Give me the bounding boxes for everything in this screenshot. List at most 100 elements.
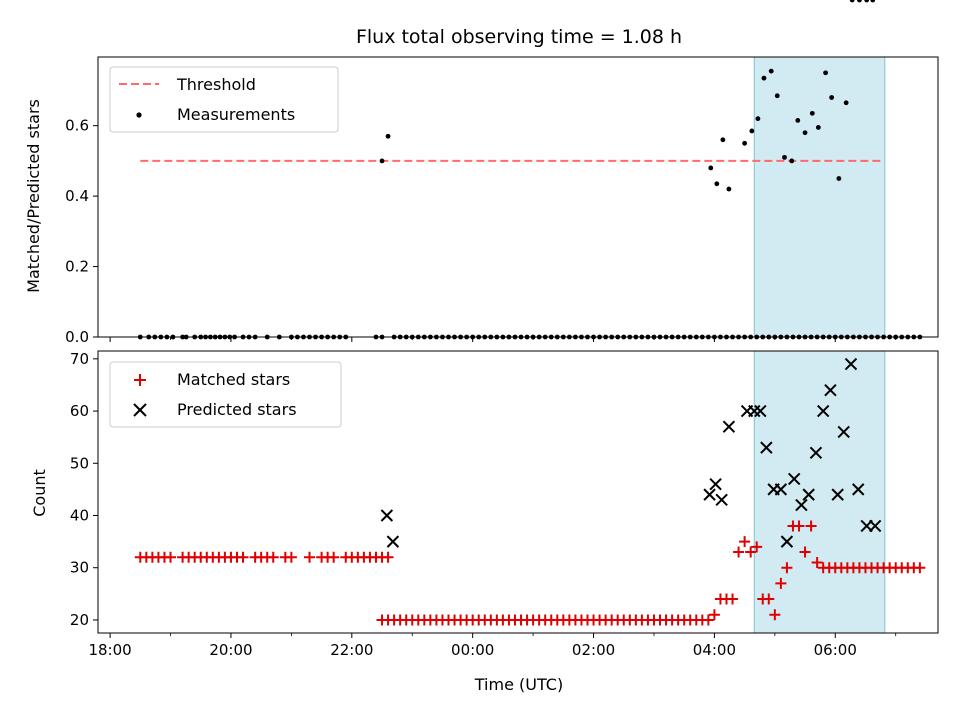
y-tick-label: 0.0	[65, 328, 89, 346]
predicted-star-point	[703, 488, 716, 501]
matched-star-point	[805, 520, 817, 532]
measurement-legend-swatch	[136, 112, 142, 118]
measurement-point	[761, 75, 767, 81]
matched-star-point	[165, 551, 177, 563]
matched-star-point	[763, 593, 775, 605]
matched-legend-label: Matched stars	[177, 370, 290, 389]
y-tick-label: 40	[70, 507, 89, 525]
predicted-star-point	[809, 446, 823, 460]
predicted-star-point	[802, 488, 815, 501]
matched-star-point	[745, 546, 757, 558]
ratio-shaded-interval	[753, 56, 886, 338]
matched-star-point	[702, 614, 714, 626]
measurement-point	[795, 117, 801, 123]
measurement-point	[843, 100, 849, 106]
measurement-point	[714, 181, 720, 187]
predicted-star-point	[795, 498, 808, 512]
matched-star-point	[285, 551, 297, 563]
measurement-point	[802, 130, 808, 136]
ratio-y-ticks: 0.0 0.2 0.4 0.6	[65, 117, 98, 346]
measurement-point	[782, 154, 787, 160]
x-axis-label: Time (UTC)	[474, 675, 563, 694]
predicted-star-point	[754, 404, 767, 418]
predicted-star-point	[386, 535, 400, 548]
count-shaded-interval	[753, 350, 886, 634]
y-tick-label: 30	[70, 559, 89, 577]
measurement-point	[864, 0, 870, 3]
count-legend-box	[109, 361, 342, 428]
predicted-star-point	[787, 472, 801, 486]
measurement-point	[829, 95, 835, 100]
predicted-star-point	[715, 493, 728, 507]
count-y-axis-label: Count	[30, 469, 49, 517]
x-tick-label: 06:00	[814, 641, 857, 659]
predicted-star-point	[780, 535, 794, 548]
measurement-point	[836, 176, 842, 181]
matched-star-point	[733, 546, 745, 558]
predicted-legend-swatch-b	[133, 403, 147, 417]
threshold-legend-label: Threshold	[176, 75, 256, 94]
count-x-ticks: 18:00 20:00 22:00 00:00 02:00 04:00 06:00	[88, 633, 897, 659]
matched-star-point	[799, 546, 811, 558]
x-tick-label: 04:00	[693, 641, 736, 659]
predicted-star-point	[852, 483, 865, 496]
measurement-point	[385, 133, 391, 139]
measurement-point	[742, 140, 748, 146]
count-y-ticks: 20 30 40 50 60 70	[70, 350, 98, 629]
matched-star-point	[781, 562, 793, 574]
matched-star-point	[382, 551, 394, 563]
measurement-point	[749, 128, 755, 134]
ratio-axes-frame	[97, 56, 939, 338]
matched-star-point	[237, 551, 249, 563]
measurement-point	[720, 137, 726, 143]
matched-star-point	[793, 520, 805, 532]
ratio-y-axis-label: Matched/Predicted stars	[24, 99, 43, 293]
predicted-star-point	[868, 519, 882, 533]
predicted-star-point	[774, 483, 788, 496]
matched-star-point	[328, 551, 340, 563]
y-tick-label: 70	[70, 350, 89, 368]
y-tick-label: 20	[70, 611, 89, 629]
y-tick-label: 0.6	[65, 117, 89, 135]
x-tick-label: 00:00	[451, 641, 494, 659]
count-axes-frame	[97, 350, 939, 634]
predicted-legend-label: Predicted stars	[177, 400, 297, 419]
measurements-legend-label: Measurements	[177, 105, 295, 124]
count-legend: Matched stars Predicted stars	[109, 361, 342, 428]
matched-star-point	[267, 551, 279, 563]
predicted-star-point	[816, 404, 830, 418]
predicted-star-points	[380, 357, 882, 548]
x-tick-label: 18:00	[88, 641, 131, 659]
ratio-legend: Threshold Measurements	[109, 66, 339, 133]
y-tick-label: 60	[70, 402, 89, 420]
predicted-star-point	[709, 477, 722, 491]
matched-star-point	[727, 593, 739, 605]
x-tick-label: 22:00	[330, 641, 373, 659]
predicted-star-point	[837, 425, 850, 439]
y-tick-label: 0.2	[65, 258, 89, 276]
ratio-legend-box	[109, 66, 339, 133]
measurement-point	[815, 125, 821, 130]
measurement-point	[823, 70, 828, 76]
measurement-point	[774, 93, 780, 99]
measurement-point	[379, 158, 385, 164]
predicted-star-point	[380, 509, 394, 522]
matched-star-point	[708, 609, 720, 621]
measurement-point	[857, 0, 862, 3]
y-tick-label: 0.4	[65, 187, 89, 205]
matched-star-point	[775, 577, 787, 589]
measurement-point	[726, 186, 732, 192]
matched-star-point	[914, 562, 926, 574]
measurement-point	[849, 0, 855, 3]
measurement-point	[708, 165, 714, 171]
measurement-point	[870, 0, 876, 3]
matched-legend-swatch	[134, 374, 146, 386]
measurement-point	[755, 116, 761, 122]
matched-star-point	[304, 551, 316, 563]
measurement-point	[809, 110, 815, 116]
matched-star-point	[739, 536, 751, 548]
matched-star-points	[134, 520, 926, 626]
matched-star-point	[811, 557, 823, 568]
y-tick-label: 50	[70, 454, 89, 472]
measurement-point	[789, 158, 795, 164]
